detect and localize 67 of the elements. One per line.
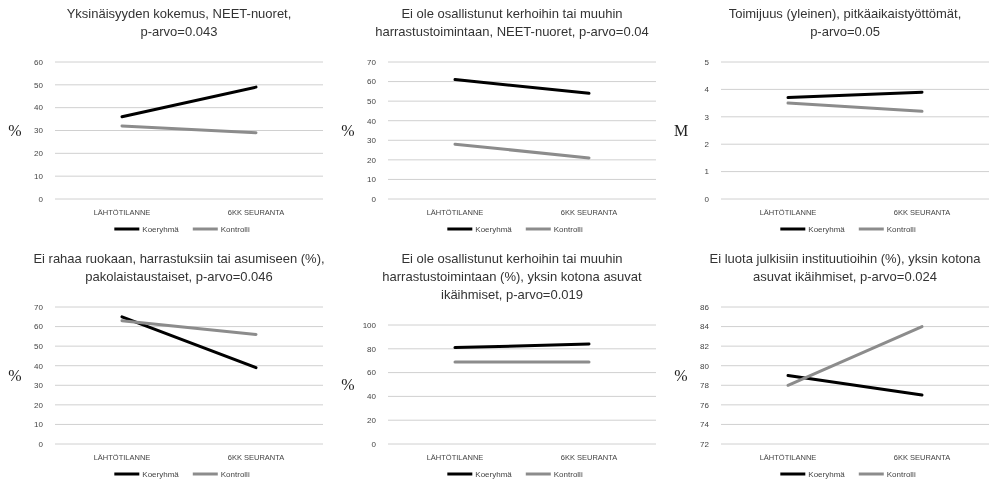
y-tick-label: 82 bbox=[700, 341, 710, 351]
y-tick-label: 72 bbox=[700, 439, 710, 449]
y-tick-label: 60 bbox=[34, 322, 44, 332]
y-tick-label: 86 bbox=[700, 302, 710, 312]
y-tick-label: 50 bbox=[34, 80, 44, 90]
y-tick-label: 30 bbox=[367, 136, 377, 146]
legend-label: Koeryhmä bbox=[475, 224, 513, 234]
y-tick-label: 70 bbox=[367, 57, 377, 67]
y-tick-label: 40 bbox=[34, 103, 44, 113]
legend-label: Koeryhmä bbox=[142, 224, 180, 234]
chart-title: Toimijuus (yleinen), pitkäaikaistyöttömät, p-arvo=0.05 bbox=[728, 6, 962, 39]
y-tick-label: 20 bbox=[367, 155, 377, 165]
chart-title: Yksinäisyyden kokemus, NEET-nuoret, p-arvo=0.043 bbox=[66, 6, 292, 39]
y-tick-label: 40 bbox=[367, 392, 377, 402]
y-tick-label: 30 bbox=[34, 126, 44, 136]
y-tick-label: 0 bbox=[38, 439, 44, 449]
y-tick-label: 70 bbox=[34, 302, 44, 312]
y-tick-label: 80 bbox=[367, 344, 377, 354]
y-tick-label: 0 bbox=[704, 194, 710, 204]
y-axis-title: % bbox=[8, 122, 22, 140]
y-tick-label: 30 bbox=[34, 381, 44, 391]
y-tick-label: 0 bbox=[371, 194, 377, 204]
y-tick-label: 20 bbox=[34, 400, 44, 410]
y-axis-title: % bbox=[8, 367, 22, 385]
y-axis-title: % bbox=[341, 122, 355, 140]
legend-label: Kontrolli bbox=[886, 224, 916, 234]
legend-label: Kontrolli bbox=[220, 224, 250, 234]
y-tick-label: 78 bbox=[700, 381, 710, 391]
chart-title: Ei luota julkisiin instituutioihin (%), yksin kotona asuvat ikäihmiset, p-arvo=0.024 bbox=[709, 251, 982, 284]
y-axis-title: % bbox=[674, 367, 688, 385]
y-tick-label: 20 bbox=[367, 416, 377, 425]
y-tick-label: 10 bbox=[367, 175, 377, 185]
y-tick-label: 80 bbox=[700, 361, 710, 371]
y-tick-label: 60 bbox=[367, 77, 377, 87]
y-tick-label: 50 bbox=[34, 341, 44, 351]
y-tick-label: 76 bbox=[700, 400, 710, 410]
y-tick-label: 2 bbox=[704, 140, 710, 149]
y-axis-title: % bbox=[341, 376, 355, 394]
y-tick-label: 1 bbox=[704, 167, 710, 177]
y-tick-label: 5 bbox=[704, 57, 710, 67]
y-tick-label: 50 bbox=[367, 96, 377, 106]
y-tick-label: 60 bbox=[34, 57, 44, 67]
y-tick-label: 74 bbox=[700, 420, 710, 430]
y-tick-label: 40 bbox=[34, 361, 44, 371]
legend-label: Koeryhmä bbox=[808, 469, 846, 479]
legend-label: Kontrolli bbox=[553, 469, 583, 479]
y-tick-label: 10 bbox=[34, 171, 44, 181]
legend-label: Koeryhmä bbox=[142, 469, 180, 479]
chart-title: Ei ole osallistunut kerhoihin tai muuhin harrastustoimintaan, NEET-nuoret, p-arvo=0.04 bbox=[375, 6, 649, 39]
y-tick-label: 3 bbox=[704, 112, 710, 122]
legend-label: Koeryhmä bbox=[808, 224, 846, 234]
y-tick-label: 0 bbox=[371, 439, 377, 449]
legend-label: Kontrolli bbox=[886, 469, 916, 479]
legend-label: Koeryhmä bbox=[475, 469, 513, 479]
y-tick-label: 40 bbox=[367, 116, 377, 126]
y-tick-label: 10 bbox=[34, 420, 44, 430]
y-tick-label: 20 bbox=[34, 149, 44, 159]
y-tick-label: 4 bbox=[704, 85, 710, 95]
chart-title: Ei rahaa ruokaan, harrastuksiin tai asumiseen (%), pakolaistaustaiset, p-arvo=0.046 bbox=[33, 251, 325, 284]
y-tick-label: 60 bbox=[367, 368, 377, 378]
y-tick-label: 0 bbox=[38, 194, 44, 204]
chart-title: Ei ole osallistunut kerhoihin tai muuhin harrastustoimintaan (%), yksin kotona asuvat ikäihmiset, p-arvo=0.019 bbox=[382, 251, 643, 302]
y-axis-title: M bbox=[673, 122, 689, 140]
legend-label: Kontrolli bbox=[553, 224, 583, 234]
y-tick-label: 100 bbox=[362, 320, 377, 330]
legend-label: Kontrolli bbox=[220, 469, 250, 479]
y-tick-label: 84 bbox=[700, 322, 710, 332]
